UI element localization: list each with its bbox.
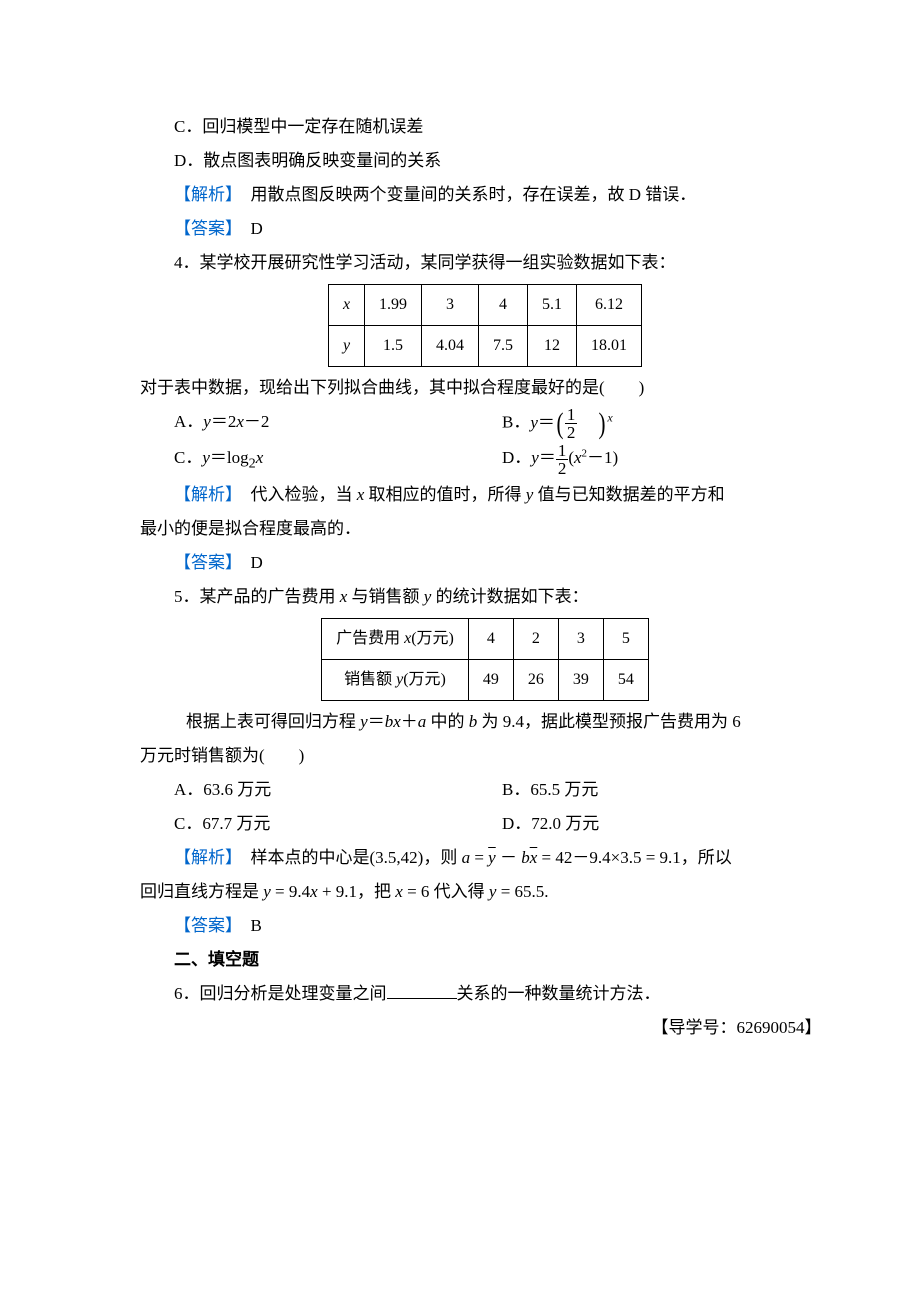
q4-analysis-label: 【解析】 (174, 485, 234, 504)
table-row: y 1.5 4.04 7.5 12 18.01 (328, 326, 641, 367)
q4-t-r2c2: 1.5 (365, 326, 422, 367)
q5-ana-t1: 样本点的中心是(3.5,42)，则 (234, 848, 462, 867)
q5-table: 广告费用 x(万元) 4 2 3 5 销售额 y(万元) 49 26 39 54 (321, 618, 649, 701)
q4-t-r2c4: 7.5 (479, 326, 528, 367)
q5-analysis: 【解析】 样本点的中心是(3.5,42)，则 a = y － bx = 42－9… (140, 841, 830, 875)
q5-cont-mid1: 中的 (426, 712, 469, 731)
q4-opt-b: B．y＝(12)x (502, 405, 830, 441)
q5-cont-pre: 根据上表可得回归方程 (169, 712, 360, 731)
q4-t-r2c3: 4.04 (422, 326, 479, 367)
q4-optB-label: B． (502, 413, 530, 432)
q5-stem-pre: 5．某产品的广告费用 (174, 587, 340, 606)
q3-analysis-text: 用散点图反映两个变量间的关系时，存在误差，故 D 错误． (234, 185, 697, 204)
q4-t-r1c4: 4 (479, 285, 528, 326)
q4-opt-c: C．y＝log2x (174, 441, 502, 478)
q5-ana-l2-pre: 回归直线方程是 (140, 882, 263, 901)
q4-optD-label: D． (502, 448, 531, 467)
table-row: 广告费用 x(万元) 4 2 3 5 (322, 618, 649, 659)
q4-t-r2c5: 12 (528, 326, 577, 367)
q5-ana-l2-mid2: 代入得 (429, 882, 489, 901)
q6-blank[interactable] (387, 982, 457, 999)
q4-optC-label: C． (174, 448, 202, 467)
q6-stem-pre: 6．回归分析是处理变量之间 (174, 984, 387, 1003)
table-row: x 1.99 3 4 5.1 6.12 (328, 285, 641, 326)
q4-table: x 1.99 3 4 5.1 6.12 y 1.5 4.04 7.5 12 18… (328, 284, 642, 367)
section2-title: 二、填空题 (140, 943, 830, 977)
q3-answer: 【答案】 D (140, 212, 830, 246)
q4-cont: 对于表中数据，现给出下列拟合曲线，其中拟合程度最好的是( ) (140, 371, 830, 405)
q5-opts-row2: C．67.7 万元 D．72.0 万元 (140, 807, 830, 841)
q5-t-r1c3: 3 (558, 618, 603, 659)
q5-t-r2c4: 54 (603, 659, 648, 700)
q4-t-r1c6: 6.12 (577, 285, 642, 326)
q6-stem: 6．回归分析是处理变量之间 关系的一种数量统计方法． (140, 977, 830, 1011)
q4-opt-d: D．y＝12(x2－1) (502, 441, 830, 478)
q4-t-r2c6: 18.01 (577, 326, 642, 367)
q4-answer-label: 【答案】 (174, 553, 234, 572)
q4-analysis-line2: 最小的便是拟合程度最高的． (140, 512, 830, 546)
q5-opts-row1: A．63.6 万元 B．65.5 万元 (140, 773, 830, 807)
q4-ana-t3: 值与已知数据差的平方和 (533, 485, 724, 504)
q5-answer-value: B (234, 916, 262, 935)
q5-t-r2c1: 49 (468, 659, 513, 700)
q5-answer-label: 【答案】 (174, 916, 234, 935)
q5-opt-d: D．72.0 万元 (502, 807, 830, 841)
q4-opt-a: A．y＝2x－2 (174, 405, 502, 441)
q5-cont: 根据上表可得回归方程 y＝bx＋a 中的 b 为 9.4，据此模型预报广告费用为… (140, 705, 830, 739)
q4-ana-t1: 代入检验，当 (234, 485, 357, 504)
q5-analysis-line2: 回归直线方程是 y = 9.4x + 9.1，把 x = 6 代入得 y = 6… (140, 875, 830, 909)
q5-stem-mid: 与销售额 (347, 587, 424, 606)
q5-t-h1: 广告费用 x(万元) (322, 618, 469, 659)
q4-answer-value: D (234, 553, 263, 572)
q5-ana-t2: = 42－9.4×3.5 = 9.1，所以 (537, 848, 732, 867)
q6-ref: 【导学号：62690054】 (140, 1011, 830, 1045)
q3-answer-value: D (234, 219, 263, 238)
q5-t-r1c2: 2 (513, 618, 558, 659)
q5-t-r2c2: 26 (513, 659, 558, 700)
q3-analysis-label: 【解析】 (174, 185, 234, 204)
q4-t-r1c5: 5.1 (528, 285, 577, 326)
q4-t-r2c1: y (328, 326, 364, 367)
q5-t-r2c3: 39 (558, 659, 603, 700)
q5-stem: 5．某产品的广告费用 x 与销售额 y 的统计数据如下表： (140, 580, 830, 614)
q5-ana-l2-mid: ，把 (357, 882, 395, 901)
q5-cont-mid2: 为 9.4，据此模型预报广告费用为 6 (477, 712, 741, 731)
q4-t-r1c3: 3 (422, 285, 479, 326)
q5-cont-line2: 万元时销售额为( ) (140, 739, 830, 773)
q4-answer: 【答案】 D (140, 546, 830, 580)
q4-opts-row1: A．y＝2x－2 B．y＝(12)x (140, 405, 830, 441)
q4-t-r1c2: 1.99 (365, 285, 422, 326)
q3-answer-label: 【答案】 (174, 219, 234, 238)
q4-optA-label: A． (174, 412, 203, 431)
q4-stem: 4．某学校开展研究性学习活动，某同学获得一组实验数据如下表： (140, 246, 830, 280)
q5-analysis-label: 【解析】 (174, 848, 234, 867)
q5-opt-c: C．67.7 万元 (174, 807, 502, 841)
q5-opt-b: B．65.5 万元 (502, 773, 830, 807)
q5-t-r1c4: 5 (603, 618, 648, 659)
q6-stem-post: 关系的一种数量统计方法． (457, 984, 661, 1003)
table-row: 销售额 y(万元) 49 26 39 54 (322, 659, 649, 700)
q4-ana-t2: 取相应的值时，所得 (364, 485, 526, 504)
q4-analysis: 【解析】 代入检验，当 x 取相应的值时，所得 y 值与已知数据差的平方和 (140, 478, 830, 512)
q5-opt-a: A．63.6 万元 (174, 773, 502, 807)
q5-t-r1c1: 4 (468, 618, 513, 659)
q3-opt-d: D．散点图表明确反映变量间的关系 (140, 144, 830, 178)
q4-opts-row2: C．y＝log2x D．y＝12(x2－1) (140, 441, 830, 478)
q5-t-h2: 销售额 y(万元) (322, 659, 469, 700)
q3-analysis: 【解析】 用散点图反映两个变量间的关系时，存在误差，故 D 错误． (140, 178, 830, 212)
q4-t-r1c1: x (328, 285, 364, 326)
q5-answer: 【答案】 B (140, 909, 830, 943)
q3-opt-c: C．回归模型中一定存在随机误差 (140, 110, 830, 144)
q5-stem-post: 的统计数据如下表： (431, 587, 588, 606)
